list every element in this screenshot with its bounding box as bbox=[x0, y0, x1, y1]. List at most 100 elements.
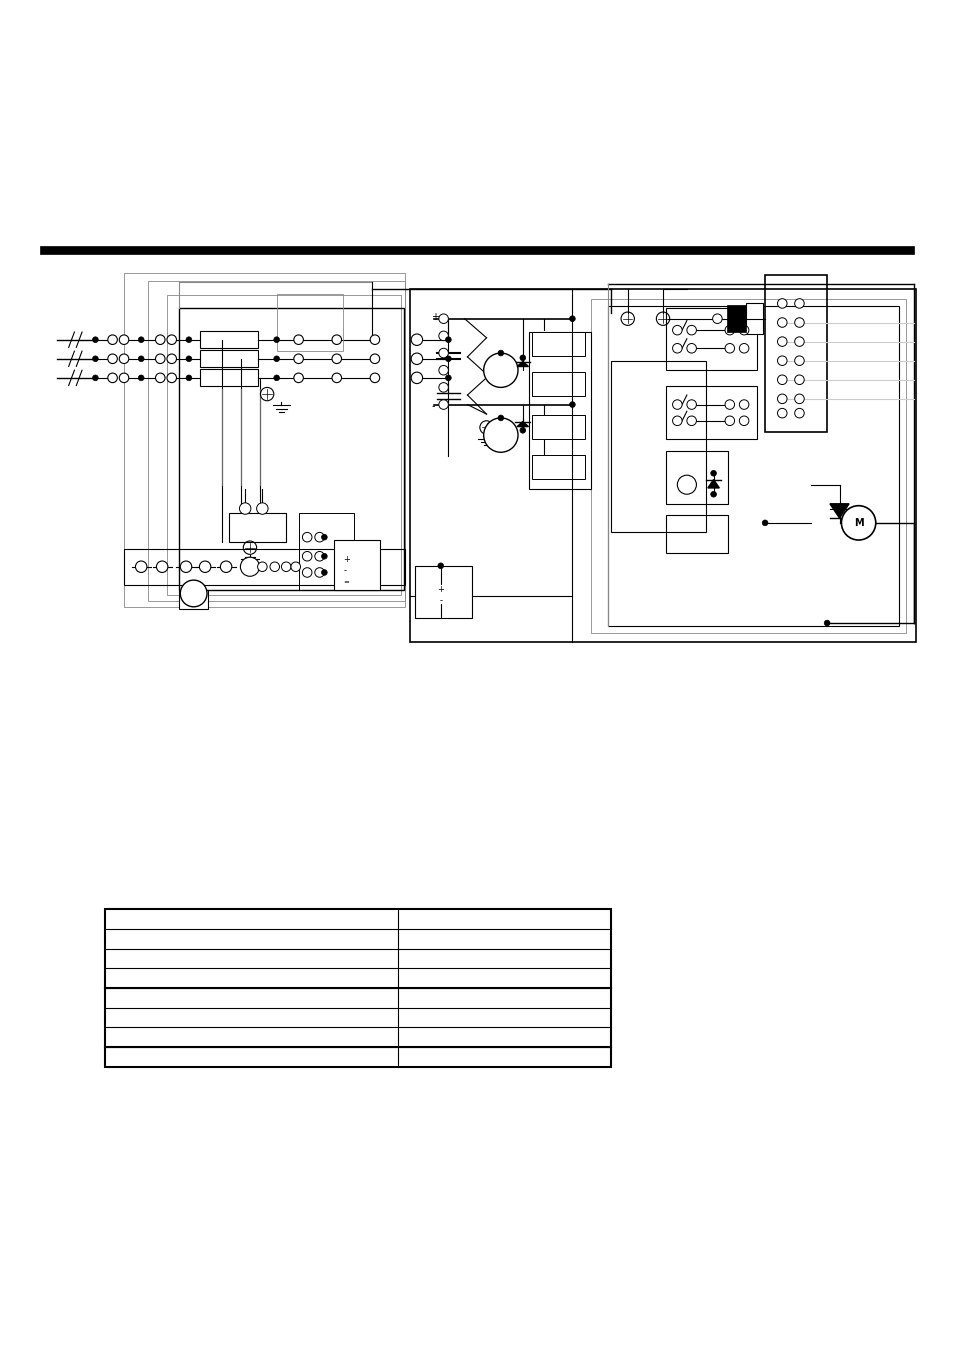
Circle shape bbox=[314, 551, 324, 561]
Circle shape bbox=[710, 492, 716, 497]
Text: =: = bbox=[343, 580, 349, 585]
Circle shape bbox=[411, 372, 422, 384]
Bar bbox=[200, 350, 257, 367]
Circle shape bbox=[220, 561, 232, 573]
Circle shape bbox=[794, 408, 803, 417]
Circle shape bbox=[438, 313, 448, 323]
Bar bbox=[532, 332, 584, 355]
Bar bbox=[124, 549, 405, 585]
Circle shape bbox=[445, 376, 451, 381]
Circle shape bbox=[186, 376, 192, 381]
Bar bbox=[298, 513, 354, 589]
Circle shape bbox=[483, 417, 517, 453]
Circle shape bbox=[92, 355, 98, 362]
Text: +: + bbox=[431, 312, 438, 322]
Bar bbox=[665, 386, 756, 439]
Bar bbox=[276, 295, 343, 351]
Circle shape bbox=[167, 335, 176, 345]
Circle shape bbox=[519, 355, 525, 361]
Bar bbox=[665, 515, 727, 554]
Circle shape bbox=[119, 354, 129, 363]
Bar bbox=[148, 281, 405, 601]
Polygon shape bbox=[829, 504, 848, 517]
Circle shape bbox=[167, 373, 176, 382]
Bar bbox=[179, 589, 208, 609]
Circle shape bbox=[438, 349, 448, 358]
Circle shape bbox=[794, 394, 803, 404]
Circle shape bbox=[794, 317, 803, 327]
Circle shape bbox=[739, 343, 748, 353]
Circle shape bbox=[677, 476, 696, 494]
Circle shape bbox=[794, 376, 803, 385]
Circle shape bbox=[156, 561, 168, 573]
Circle shape bbox=[108, 354, 117, 363]
Bar bbox=[532, 455, 584, 480]
Circle shape bbox=[724, 416, 734, 426]
Circle shape bbox=[411, 334, 422, 346]
Circle shape bbox=[411, 353, 422, 365]
Circle shape bbox=[135, 561, 147, 573]
Bar bbox=[167, 295, 400, 596]
Bar bbox=[726, 305, 745, 332]
Circle shape bbox=[569, 401, 575, 408]
Circle shape bbox=[314, 567, 324, 577]
Circle shape bbox=[240, 557, 259, 577]
Circle shape bbox=[332, 335, 341, 345]
Circle shape bbox=[712, 313, 721, 323]
Circle shape bbox=[294, 335, 303, 345]
Circle shape bbox=[686, 343, 696, 353]
Circle shape bbox=[794, 336, 803, 346]
Bar bbox=[40, 246, 913, 254]
Circle shape bbox=[138, 336, 144, 343]
Circle shape bbox=[777, 408, 786, 417]
Circle shape bbox=[777, 376, 786, 385]
Circle shape bbox=[180, 580, 207, 607]
Circle shape bbox=[167, 354, 176, 363]
Circle shape bbox=[332, 373, 341, 382]
Circle shape bbox=[686, 326, 696, 335]
Polygon shape bbox=[517, 422, 528, 427]
Circle shape bbox=[569, 316, 575, 322]
Bar bbox=[607, 307, 898, 626]
Bar bbox=[665, 308, 756, 370]
Polygon shape bbox=[517, 362, 528, 366]
Text: -: - bbox=[431, 401, 435, 412]
Bar bbox=[200, 331, 257, 349]
Circle shape bbox=[445, 336, 451, 343]
Circle shape bbox=[686, 400, 696, 409]
Circle shape bbox=[108, 373, 117, 382]
Text: -: - bbox=[343, 566, 346, 576]
Circle shape bbox=[777, 394, 786, 404]
Circle shape bbox=[119, 373, 129, 382]
Circle shape bbox=[321, 570, 327, 576]
Circle shape bbox=[777, 299, 786, 308]
Circle shape bbox=[497, 415, 503, 420]
Circle shape bbox=[155, 335, 165, 345]
Circle shape bbox=[186, 355, 192, 362]
Circle shape bbox=[724, 326, 734, 335]
Circle shape bbox=[274, 376, 279, 381]
Circle shape bbox=[794, 299, 803, 308]
Bar bbox=[745, 304, 762, 334]
Circle shape bbox=[155, 373, 165, 382]
Circle shape bbox=[739, 416, 748, 426]
Circle shape bbox=[823, 620, 829, 626]
Text: M: M bbox=[853, 517, 862, 528]
Circle shape bbox=[438, 366, 448, 376]
Circle shape bbox=[180, 561, 192, 573]
Circle shape bbox=[841, 505, 875, 540]
Bar bbox=[105, 909, 610, 1067]
Circle shape bbox=[239, 503, 251, 515]
Circle shape bbox=[445, 355, 451, 362]
Circle shape bbox=[497, 350, 503, 355]
Circle shape bbox=[332, 354, 341, 363]
Bar bbox=[532, 415, 584, 439]
Circle shape bbox=[672, 416, 681, 426]
Circle shape bbox=[138, 376, 144, 381]
Circle shape bbox=[314, 532, 324, 542]
Circle shape bbox=[483, 353, 517, 388]
Bar bbox=[179, 308, 403, 589]
Circle shape bbox=[92, 376, 98, 381]
Circle shape bbox=[274, 336, 279, 343]
Circle shape bbox=[777, 336, 786, 346]
